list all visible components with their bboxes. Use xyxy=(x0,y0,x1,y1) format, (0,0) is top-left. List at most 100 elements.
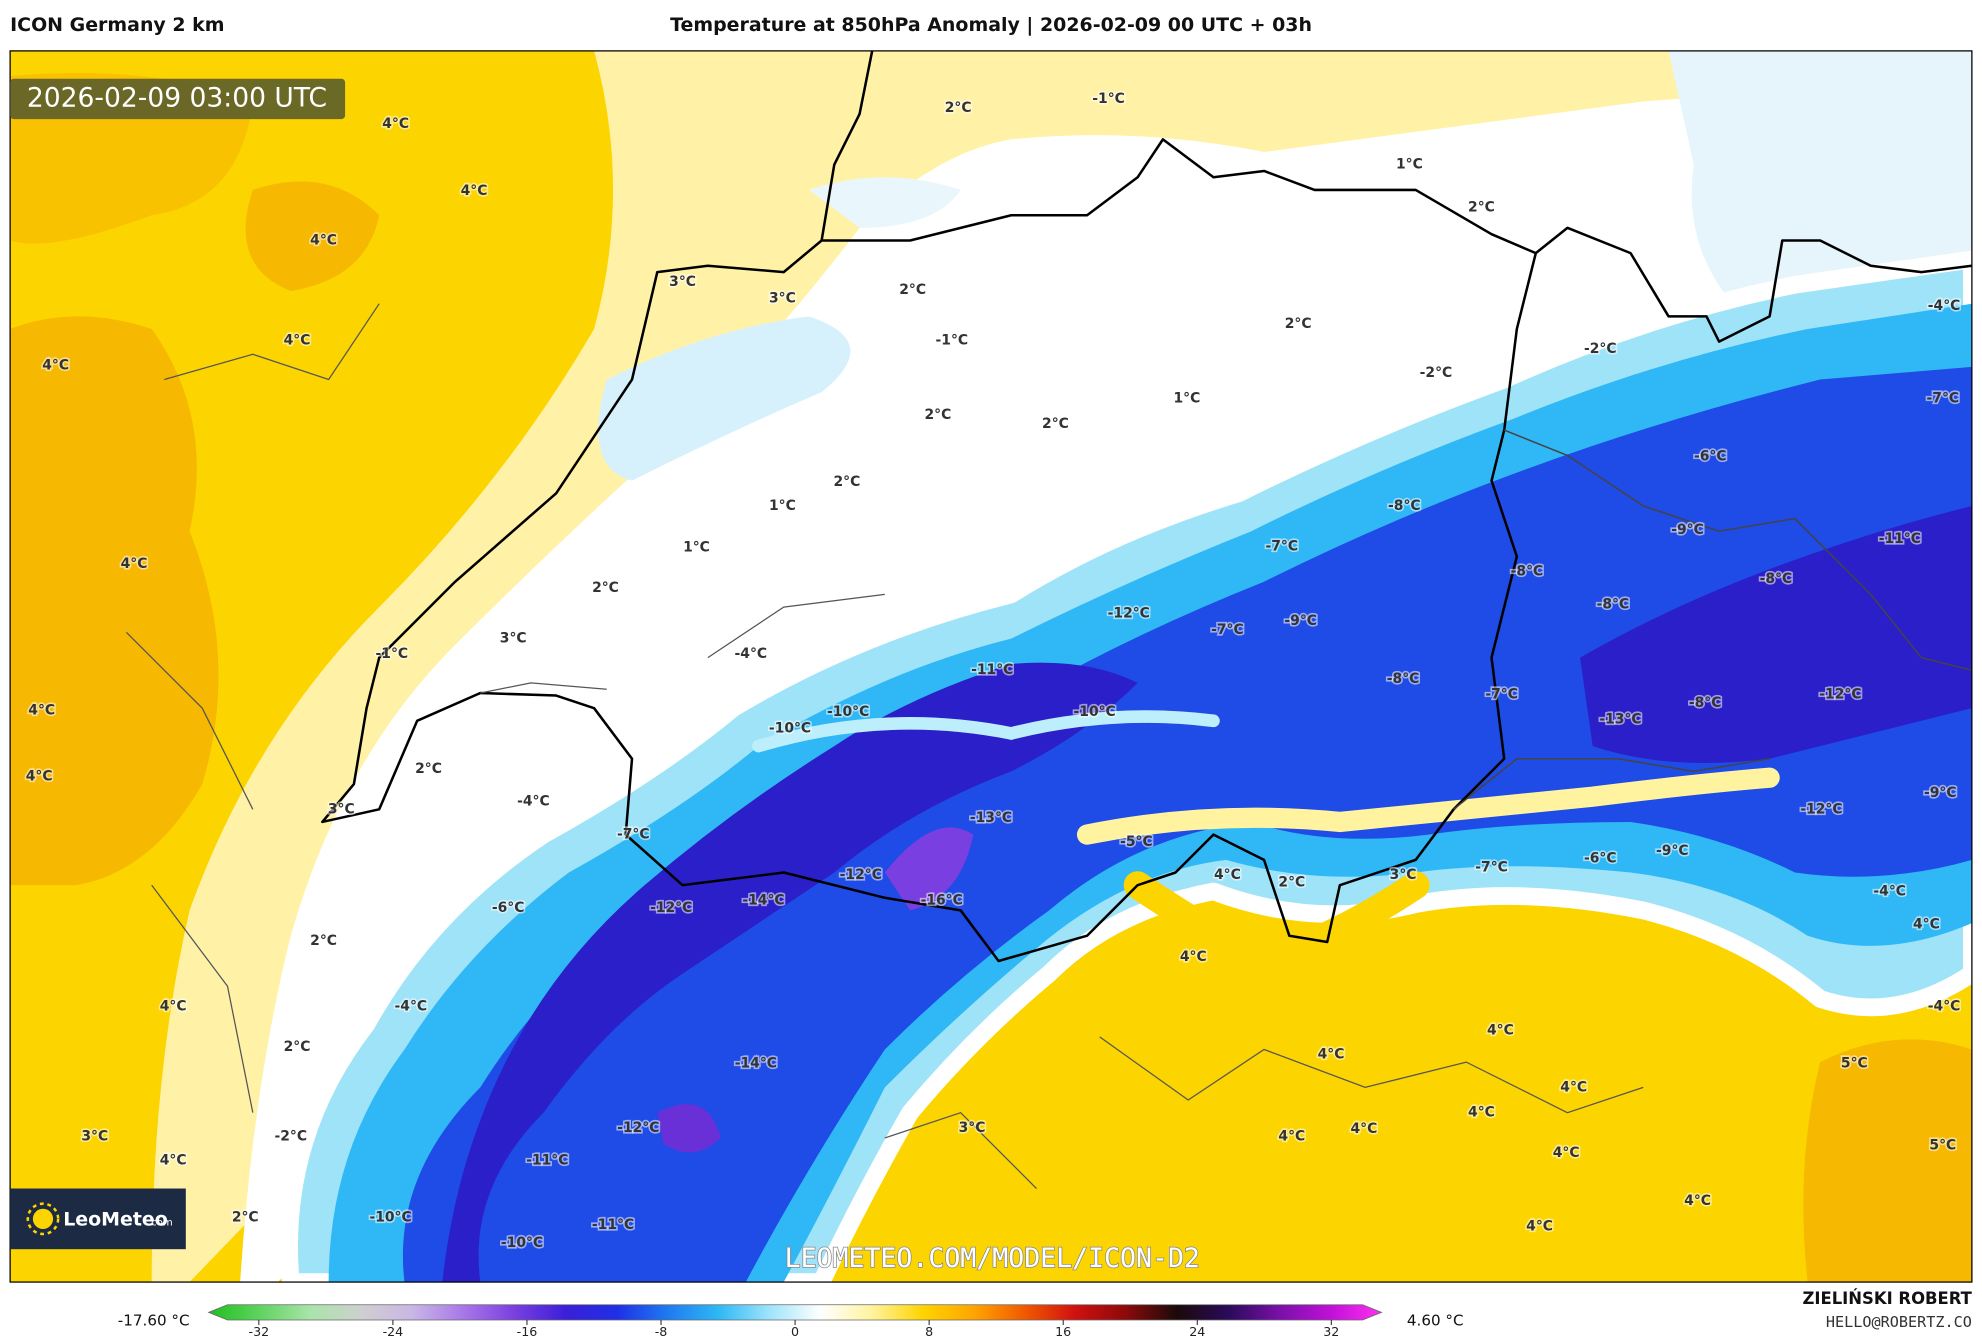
temperature-label: -8°C xyxy=(1689,695,1722,711)
colorbar-tick-label: 32 xyxy=(1323,1324,1339,1338)
temperature-label: -8°C xyxy=(1760,571,1793,587)
temperature-label: -7°C xyxy=(1485,686,1518,702)
temperature-label: -7°C xyxy=(1265,538,1298,554)
map-labels: 4°C 4°C 4°C 4°C 4°C 3°C 3°C 2°C 2°C -1°C 1°C 2°C -1°… xyxy=(24,89,1962,1252)
temperature-label: 4°C xyxy=(160,1153,187,1169)
temperature-label: -10°C xyxy=(769,720,811,736)
colorbar-tick-label: 8 xyxy=(925,1324,933,1338)
temperature-label: 4°C xyxy=(1553,1145,1580,1161)
temperature-label: 4°C xyxy=(1684,1193,1711,1209)
timestamp-box xyxy=(10,78,346,120)
temperature-label: 4°C xyxy=(1180,949,1207,965)
temperature-label: 1°C xyxy=(769,498,796,514)
extreme-cold xyxy=(884,827,974,911)
temperature-label: 4°C xyxy=(1350,1121,1377,1137)
cool-zone xyxy=(598,316,851,481)
colorbar-tick-label: -32 xyxy=(249,1324,270,1338)
temperature-label: 2°C xyxy=(592,580,619,596)
temperature-label: -11°C xyxy=(1879,531,1921,547)
temperature-label: -11°C xyxy=(592,1217,634,1233)
temperature-label: 2°C xyxy=(1285,316,1312,332)
valley xyxy=(1076,767,1780,845)
temperature-label: -11°C xyxy=(526,1153,568,1169)
temperature-label: 4°C xyxy=(1913,916,1940,932)
temperature-label: 4°C xyxy=(310,232,337,248)
temperature-label: -4°C xyxy=(1928,298,1961,314)
temperature-label: -2°C xyxy=(1420,365,1453,381)
temperature-label: 2°C xyxy=(415,761,442,777)
warm-patch xyxy=(10,316,219,886)
temperature-label: 3°C xyxy=(669,274,696,290)
temperature-label: -9°C xyxy=(1656,843,1689,859)
temperature-label: -14°C xyxy=(742,892,784,908)
watermark: LEOMETEO.COM/MODEL/ICON-D2 xyxy=(785,1243,1200,1274)
temperature-label: -8°C xyxy=(1511,564,1544,580)
temperature-label: 4°C xyxy=(382,116,409,132)
temperature-label: 4°C xyxy=(461,183,488,199)
temperature-label: 4°C xyxy=(160,998,187,1014)
temperature-label: 3°C xyxy=(500,631,527,647)
temperature-label: 4°C xyxy=(121,556,148,572)
logo-sun xyxy=(32,1208,54,1229)
colorbar-max: 4.60 °C xyxy=(1407,1312,1464,1330)
warm-patch xyxy=(245,181,380,292)
temperature-label: 4°C xyxy=(1214,867,1241,883)
logo-rays xyxy=(26,1202,60,1236)
temperature-label: 4°C xyxy=(42,358,69,374)
email: HELLO@ROBERTZ.CO xyxy=(1826,1313,1972,1331)
temperature-label: -12°C xyxy=(840,867,882,883)
temperature-label: -5°C xyxy=(1120,834,1153,850)
timestamp: 2026-02-09 03:00 UTC xyxy=(27,82,327,113)
temperature-label: -10°C xyxy=(369,1210,411,1226)
temperature-label: -12°C xyxy=(1800,801,1842,817)
temperature-label: -4°C xyxy=(1928,998,1961,1014)
temperature-label: 3°C xyxy=(1390,867,1417,883)
temperature-label: -7°C xyxy=(1211,622,1244,638)
temperature-label: 2°C xyxy=(284,1039,311,1055)
temperature-label: 2°C xyxy=(1042,416,1069,432)
temperature-label: 1°C xyxy=(683,540,710,556)
warm-patch xyxy=(1803,1039,1972,1283)
temperature-label: -8°C xyxy=(1597,597,1630,613)
temperature-label: 4°C xyxy=(1526,1218,1553,1234)
colorbar-tick-label: 16 xyxy=(1055,1324,1071,1338)
temperature-label: 1°C xyxy=(1396,157,1423,173)
temperature-label: -12°C xyxy=(650,900,692,916)
temperature-label: -1°C xyxy=(936,332,969,348)
temperature-label: 3°C xyxy=(328,801,355,817)
temperature-label: 5°C xyxy=(1929,1138,1956,1154)
temperature-label: -10°C xyxy=(501,1235,543,1251)
temperature-label: 3°C xyxy=(81,1129,108,1145)
temperature-label: -16°C xyxy=(921,892,963,908)
temperature-label: 4°C xyxy=(1560,1079,1587,1095)
cool-zone xyxy=(808,177,961,228)
temperature-label: -13°C xyxy=(1599,712,1641,728)
model-name: ICON Germany 2 km xyxy=(10,14,224,36)
temperature-label: -4°C xyxy=(735,646,768,662)
logo-suffix: .com xyxy=(148,1218,173,1229)
temperature-label: -10°C xyxy=(827,704,869,720)
temperature-label: -1°C xyxy=(1092,91,1125,107)
temperature-label: 2°C xyxy=(232,1210,259,1226)
temperature-label: -10°C xyxy=(1074,704,1116,720)
temperature-label: 2°C xyxy=(925,407,952,423)
temperature-label: 4°C xyxy=(1487,1023,1514,1039)
temperature-label: -7°C xyxy=(1927,390,1960,406)
temperature-label: -2°C xyxy=(274,1129,307,1145)
region-line xyxy=(1453,429,1972,810)
temperature-label: -4°C xyxy=(1873,883,1906,899)
temperature-label: 4°C xyxy=(1468,1105,1495,1121)
temperature-label: -8°C xyxy=(1388,498,1421,514)
temperature-label: 2°C xyxy=(833,474,860,490)
temperature-label: -6°C xyxy=(1694,449,1727,465)
valley xyxy=(752,710,1220,753)
extreme-cold xyxy=(657,1104,721,1153)
temperature-label: -9°C xyxy=(1924,785,1957,801)
temperature-label: -9°C xyxy=(1671,522,1704,538)
temperature-label: 2°C xyxy=(945,100,972,116)
temperature-label: -4°C xyxy=(395,998,428,1014)
temperature-label: -2°C xyxy=(1584,341,1617,357)
temperature-label: -1°C xyxy=(376,646,409,662)
temperature-label: -6°C xyxy=(1584,851,1617,867)
